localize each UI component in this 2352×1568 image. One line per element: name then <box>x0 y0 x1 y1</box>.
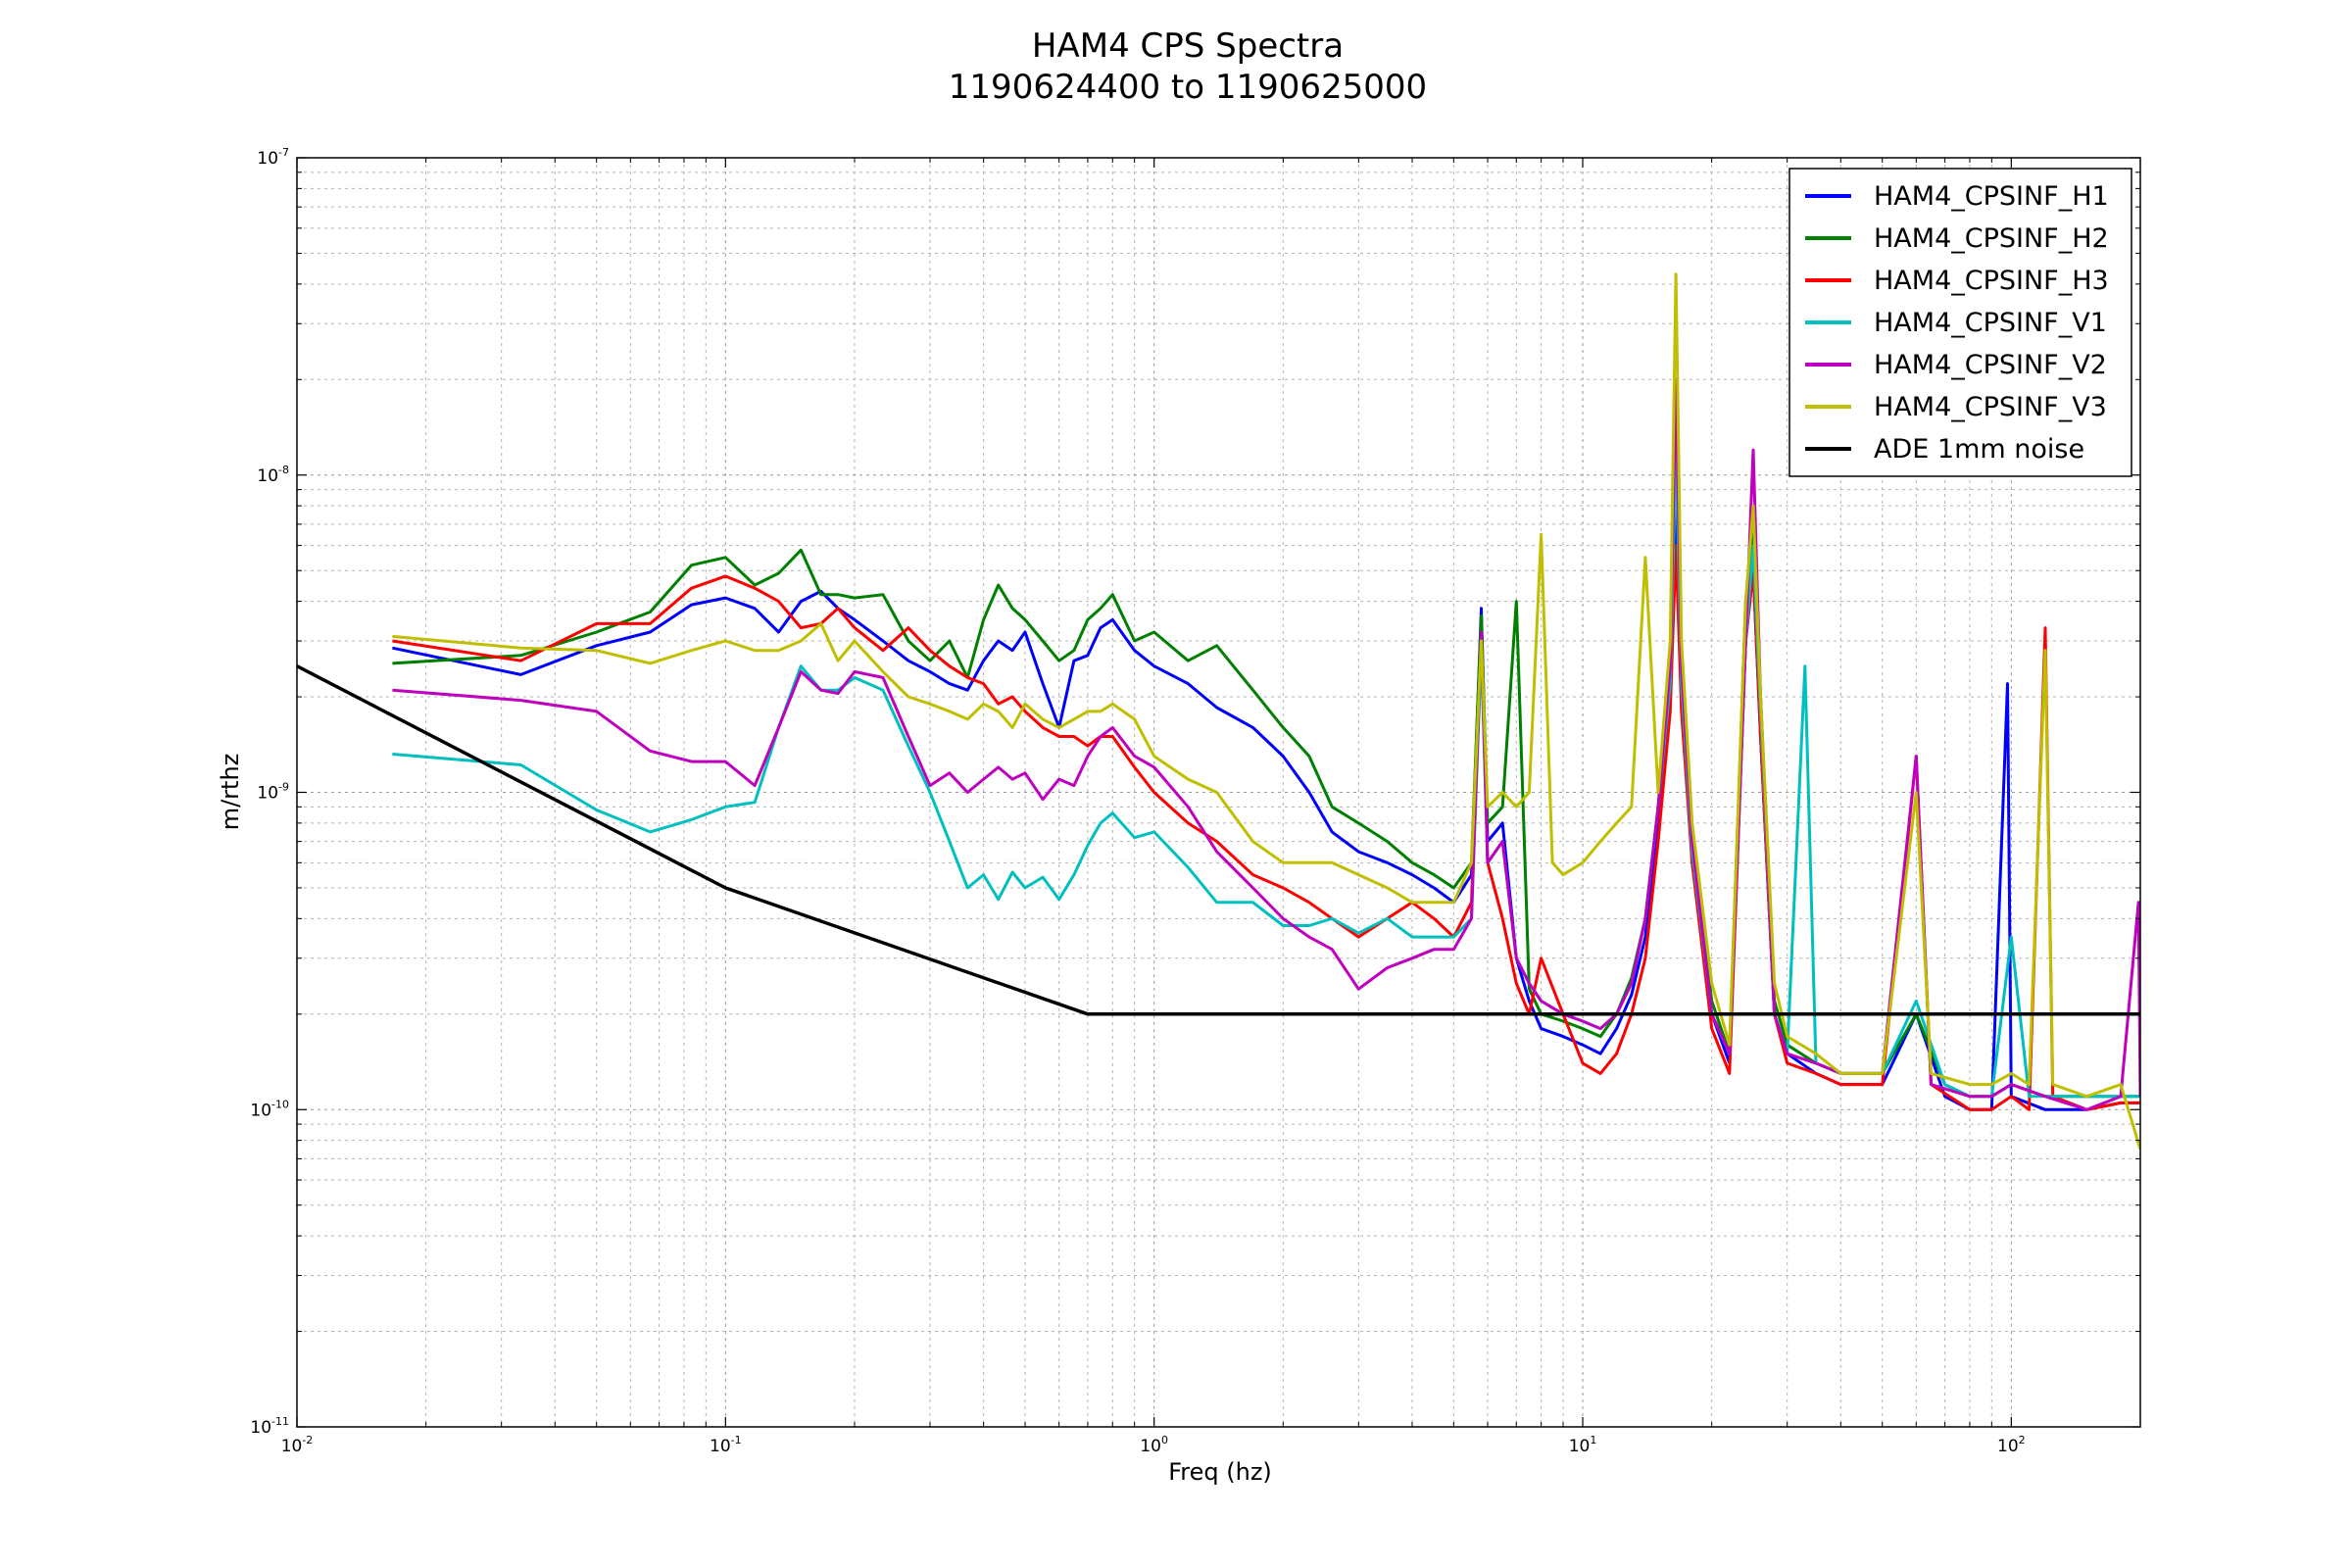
legend: HAM4_CPSINF_H1 HAM4_CPSINF_H2 HAM4_CPSINF_… <box>1788 168 2132 477</box>
series-line-ade-1mm-noise <box>297 664 2140 1016</box>
x-tick-label: 10-1 <box>710 1434 742 1456</box>
x-tick-label: 102 <box>1997 1434 2026 1456</box>
y-tick-label: 10-11 <box>250 1415 289 1438</box>
x-axis-label: Freq (hz) <box>1168 1458 1272 1486</box>
legend-label: ADE 1mm noise <box>1874 434 2084 465</box>
series-line-ham4-cpsinf-v2 <box>392 377 2140 1111</box>
y-tick-label: 10-8 <box>257 464 289 486</box>
legend-label: HAM4_CPSINF_V2 <box>1874 350 2107 380</box>
y-tick-label: 10-10 <box>250 1098 289 1120</box>
x-tick-label: 100 <box>1140 1434 1168 1456</box>
y-tick-label: 10-7 <box>257 146 289 169</box>
series-lines <box>297 272 2140 1151</box>
series-line-ham4-cpsinf-h1 <box>392 504 2140 1111</box>
axis-ticks: 10-2 10-1 100 101 102 10-11 10-10 10-9 10-8 10-7 <box>250 146 2141 1456</box>
legend-label: HAM4_CPSINF_V3 <box>1874 392 2107 422</box>
legend-label: HAM4_CPSINF_H3 <box>1874 266 2109 296</box>
chart-title: HAM4 CPS Spectra <box>1032 26 1344 66</box>
legend-label: HAM4_CPSINF_H1 <box>1874 181 2109 212</box>
legend-label: HAM4_CPSINF_V1 <box>1874 308 2107 338</box>
legend-label: HAM4_CPSINF_H2 <box>1874 223 2109 254</box>
y-tick-label: 10-9 <box>257 781 289 804</box>
grid-lines <box>297 158 2140 1427</box>
series-line-ham4-cpsinf-v3 <box>392 272 2140 1151</box>
chart-subtitle: 1190624400 to 1190625000 <box>949 68 1427 107</box>
x-tick-label: 101 <box>1569 1434 1597 1456</box>
x-tick-label: 10-2 <box>281 1434 314 1456</box>
y-axis-label: m/rthz <box>217 754 244 831</box>
series-line-ham4-cpsinf-v1 <box>392 448 2140 1099</box>
